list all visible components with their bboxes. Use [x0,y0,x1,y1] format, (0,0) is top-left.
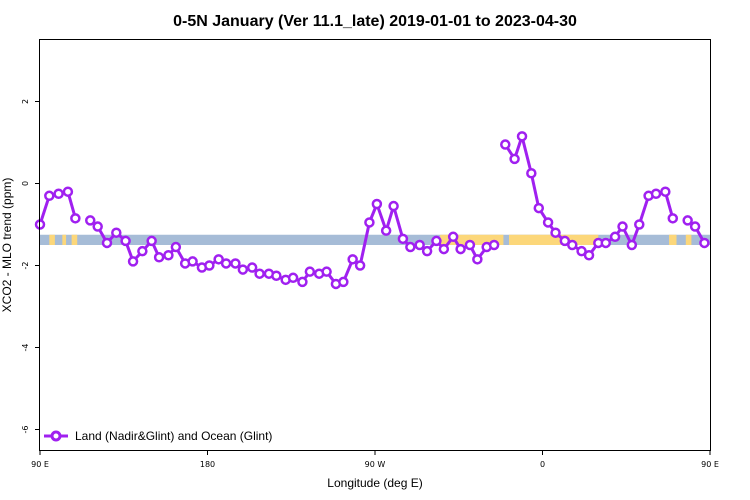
data-point [62,186,74,197]
data-point [127,256,139,267]
x-tick-label: 90 W [365,460,386,469]
data-point [626,239,638,251]
ocean-band [40,234,710,245]
data-point [246,262,258,273]
data-point [111,227,122,238]
legend-marker [50,430,62,442]
data-point [137,245,148,257]
data-point [689,221,701,232]
data-point [187,256,198,267]
data-point [101,237,113,249]
data-point [347,254,358,265]
land-band-segment [62,234,67,245]
data-point [364,217,375,228]
data-point [421,245,433,257]
data-point [146,235,157,247]
y-tick-label: 0 [21,181,30,186]
data-point [380,225,392,236]
x-tick-label: 90 E [31,460,49,469]
land-band-segment [509,234,599,245]
data-point [617,221,628,232]
data-point [371,198,383,210]
x-axis-label: Longitude (deg E) [327,476,422,490]
data-point [44,190,55,202]
data-point [287,272,299,284]
data-point [204,260,215,271]
x-axis-ticks: 90 E 180 90 W 0 90 E [31,450,719,469]
data-point [254,268,265,279]
legend-label: Land (Nadir&Glint) and Ocean (Glint) [75,429,272,443]
data-point [550,227,561,238]
data-point [170,241,182,253]
x-tick-label: 180 [200,460,215,469]
data-point [405,241,416,253]
land-band-segment [71,234,78,245]
data-point [660,186,671,197]
chart-title: 0-5N January (Ver 11.1_late) 2019-01-01 … [173,13,577,30]
land-band-segment [669,234,677,245]
land-band-segment [440,234,504,245]
data-point [237,264,249,275]
y-axis-ticks: 2 0 -2 -4 -6 [21,99,40,434]
data-point [509,153,520,165]
data-series [34,131,710,290]
data-point [213,254,224,265]
data-point [667,213,679,224]
data-point [533,202,545,214]
data-point [220,258,232,269]
data-point [438,243,450,255]
data-point [304,266,316,277]
data-point [163,250,174,261]
data-point [464,239,476,251]
data-point [472,254,483,265]
data-point [455,243,466,255]
data-point [354,260,366,271]
data-point [120,235,131,247]
data-point [153,252,165,263]
data-point [609,231,621,243]
y-tick-label: -2 [21,262,30,270]
x-tick-label: 90 E [701,460,719,469]
data-point [567,239,578,251]
data-point [600,237,612,249]
data-point [271,270,282,281]
data-point [53,188,64,199]
data-point [230,258,241,269]
surface-type-band [40,234,710,245]
y-tick-label: -6 [21,426,30,434]
data-point [488,239,500,251]
x-tick-label: 0 [540,460,545,469]
land-band-segment [685,234,692,245]
legend: Land (Nadir&Glint) and Ocean (Glint) [44,429,272,443]
y-axis-label: XCO2 - MLO trend (ppm) [0,178,14,313]
data-point [516,131,528,142]
land-band-segment [49,234,55,245]
data-point [634,219,645,230]
data-point [526,168,537,179]
data-point [447,231,459,243]
data-point [92,221,103,232]
data-point [431,235,442,247]
data-point [559,235,571,247]
data-point [397,233,409,245]
data-point [85,215,96,226]
data-point [542,217,554,228]
data-point [297,276,308,288]
data-point [699,237,710,249]
y-tick-label: -4 [21,344,30,352]
data-point [338,276,349,288]
y-tick-label: 2 [21,99,30,104]
data-point [70,213,81,224]
data-point [583,250,595,261]
data-point [321,266,332,277]
data-point [388,200,399,212]
data-point [576,245,587,257]
data-point [414,239,425,251]
data-point [500,139,511,150]
data-point [682,215,693,226]
data-point [650,188,662,199]
